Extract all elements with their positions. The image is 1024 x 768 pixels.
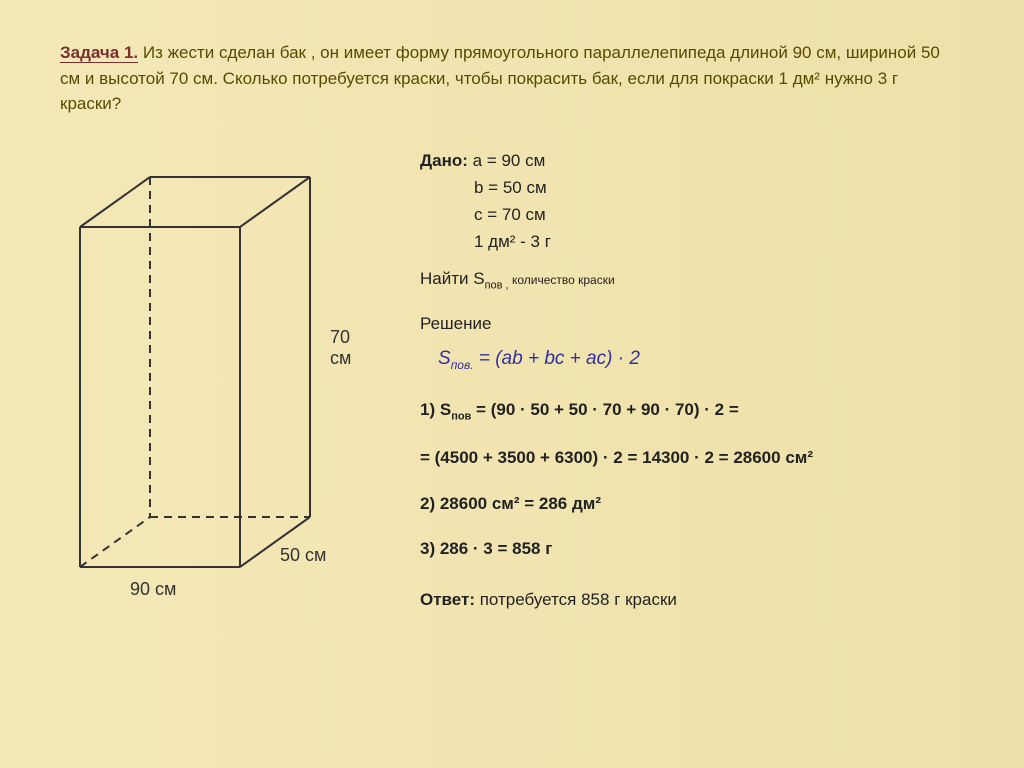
s1-b: = (90 · 50 + 50 · 70 + 90 · 70) · 2 = xyxy=(471,400,738,419)
formula-s: S xyxy=(438,348,451,369)
answer-label: Ответ: xyxy=(420,590,475,609)
formula-eq: = (ab + bc + ac) · 2 xyxy=(474,348,640,369)
formula: Sпов. = (ab + bc + ac) · 2 xyxy=(438,348,964,372)
step-2: 2) 28600 см² = 286 дм² xyxy=(420,491,964,517)
solution-header: Решение xyxy=(420,314,964,334)
s1-sub: пов xyxy=(451,411,471,423)
solution-block: Дано: a = 90 см b = 50 см c = 70 см 1 дм… xyxy=(420,147,964,627)
given-block: Дано: a = 90 см b = 50 см c = 70 см 1 дм… xyxy=(420,147,964,256)
answer-line: Ответ: потребуется 858 г краски xyxy=(420,590,964,610)
content-row: 70 см 50 см 90 см Дано: a = 90 см b = 50… xyxy=(60,147,964,627)
given-rate: 1 дм² - 3 г xyxy=(474,228,964,255)
step-3: 3) 286 · 3 = 858 г xyxy=(420,536,964,562)
given-line-a: Дано: a = 90 см xyxy=(420,147,964,174)
width-label: 50 см xyxy=(280,545,326,566)
given-header: Дано: xyxy=(420,151,468,170)
formula-sub: пов. xyxy=(451,357,474,371)
find-label: Найти S xyxy=(420,269,485,288)
find-rest: количество краски xyxy=(509,273,615,287)
given-b: b = 50 см xyxy=(474,174,964,201)
length-label: 90 см xyxy=(130,579,176,600)
find-sub: пов , xyxy=(485,280,509,292)
parallelepiped-diagram: 70 см 50 см 90 см xyxy=(60,147,360,627)
problem-text: Из жести сделан бак , он имеет форму пря… xyxy=(60,43,940,113)
task-label: Задача 1. xyxy=(60,43,138,63)
given-a: a = 90 см xyxy=(473,151,546,170)
answer-text: потребуется 858 г краски xyxy=(475,590,677,609)
height-label: 70 см xyxy=(330,327,360,369)
step-1: 1) Sпов = (90 · 50 + 50 · 70 + 90 · 70) … xyxy=(420,397,964,425)
step-1c: = (4500 + 3500 + 6300) · 2 = 14300 · 2 =… xyxy=(420,445,964,471)
problem-statement: Задача 1. Из жести сделан бак , он имеет… xyxy=(60,40,964,117)
slide: Задача 1. Из жести сделан бак , он имеет… xyxy=(0,0,1024,667)
given-c: c = 70 см xyxy=(474,201,964,228)
s1-a: 1) S xyxy=(420,400,451,419)
find-block: Найти Sпов , количество краски xyxy=(420,269,964,291)
